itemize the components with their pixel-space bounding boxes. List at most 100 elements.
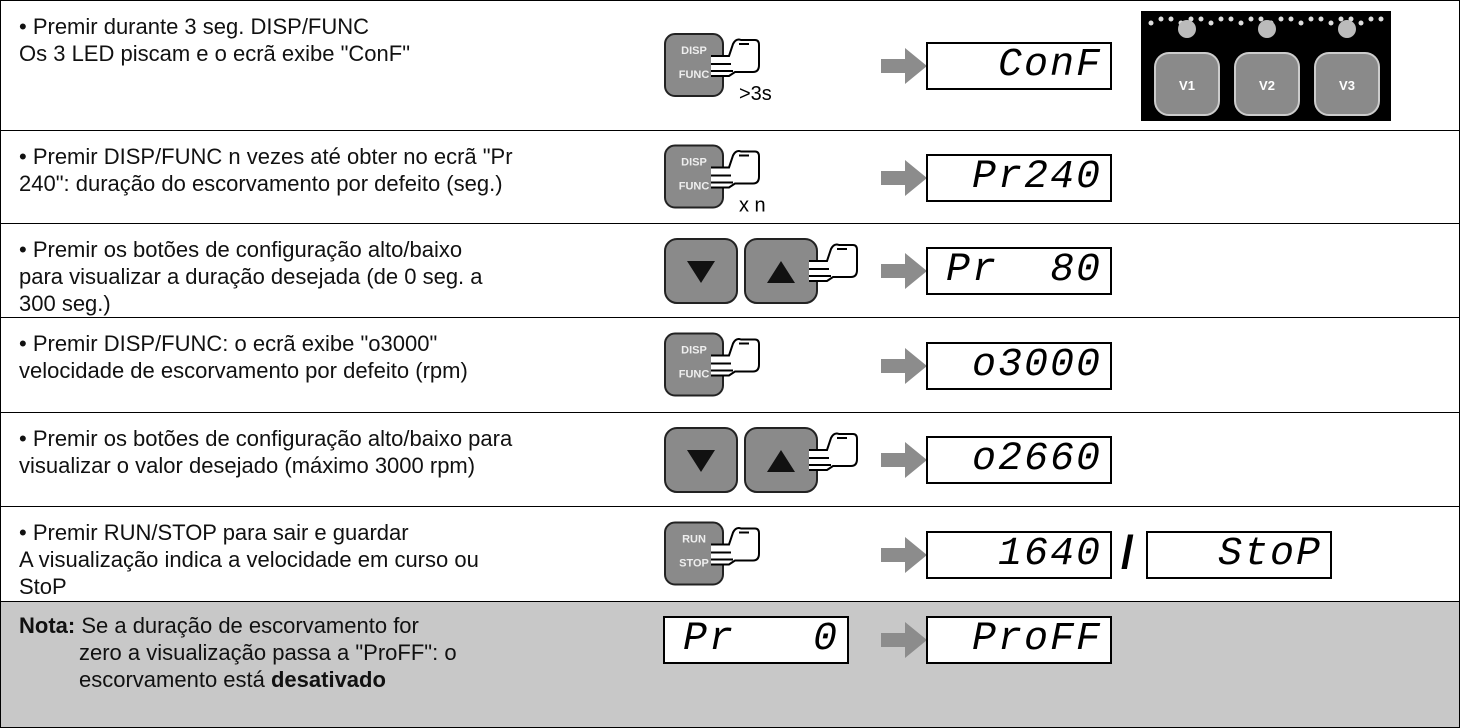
led-dot bbox=[1278, 16, 1284, 22]
led-button bbox=[1154, 52, 1220, 116]
display: o2660 bbox=[926, 436, 1112, 484]
led-dot bbox=[1218, 16, 1224, 22]
led-dot bbox=[1308, 16, 1314, 22]
arrow-shape bbox=[881, 442, 927, 478]
instruction-row: • Premir RUN/STOP para sair e guardar A v… bbox=[1, 507, 1459, 602]
led-label: V2 bbox=[1259, 78, 1275, 93]
button-label: RUN bbox=[682, 534, 706, 546]
display: 1640 bbox=[926, 530, 1112, 579]
text: escorvamento está bbox=[79, 667, 271, 692]
key-icon bbox=[664, 238, 858, 304]
led-dot bbox=[1318, 16, 1324, 22]
hand bbox=[711, 38, 760, 77]
button-label: FUNC bbox=[679, 181, 710, 193]
instruction-row: • Premir DISP/FUNC: o ecrã exibe "o3000"… bbox=[1, 318, 1459, 413]
note-row: Nota: Se a duração de escorvamento for ze… bbox=[1, 602, 1459, 727]
instruction-text: • Premir DISP/FUNC: o ecrã exibe "o3000"… bbox=[19, 330, 468, 384]
key-icon: DISP FUNC bbox=[664, 332, 760, 397]
led-dot bbox=[1208, 20, 1214, 26]
hand bbox=[711, 338, 760, 377]
led-label: V1 bbox=[1179, 78, 1195, 93]
arrow bbox=[881, 159, 927, 196]
led-dot bbox=[1148, 20, 1154, 26]
display: ProFF bbox=[926, 616, 1112, 664]
led-dot bbox=[1188, 16, 1194, 22]
button-label: STOP bbox=[679, 558, 709, 570]
text-line: Nota: Se a duração de escorvamento for bbox=[19, 612, 457, 639]
instruction-text: • Premir durante 3 seg. DISP/FUNC Os 3 LE… bbox=[19, 13, 410, 67]
led-dot bbox=[1168, 16, 1174, 22]
led-dot bbox=[1158, 16, 1164, 22]
led-dot bbox=[1378, 16, 1384, 22]
led-dot bbox=[1198, 16, 1204, 22]
note-label: Nota: bbox=[19, 613, 76, 638]
arrow-shape bbox=[881, 253, 927, 289]
led-dot bbox=[1358, 20, 1364, 26]
display: Pr 80 bbox=[926, 247, 1112, 295]
hand bbox=[711, 150, 760, 189]
led bbox=[1178, 20, 1196, 38]
key-icon: RUN STOP bbox=[664, 521, 760, 586]
text-line: • Premir os botões de configuração alto/… bbox=[19, 237, 463, 262]
led-label: V3 bbox=[1339, 78, 1355, 93]
instruction-row: • Premir os botões de configuração alto/… bbox=[1, 413, 1459, 507]
button-label: DISP bbox=[681, 345, 707, 357]
instruction-row: • Premir durante 3 seg. DISP/FUNC Os 3 LE… bbox=[1, 1, 1459, 131]
led-dot bbox=[1328, 20, 1334, 26]
display: Pr 0 bbox=[663, 616, 849, 664]
text-line: escorvamento está desativado bbox=[19, 666, 457, 693]
text-line: Os 3 LED piscam e o ecrã exibe "ConF" bbox=[19, 41, 411, 66]
text-line: para visualizar a duração desejada (de 0… bbox=[19, 264, 483, 289]
arrow-glyph bbox=[687, 450, 715, 472]
text-line: • Premir durante 3 seg. DISP/FUNC bbox=[19, 14, 370, 39]
instruction-text: • Premir RUN/STOP para sair e guardar A v… bbox=[19, 519, 479, 600]
led-button bbox=[1234, 52, 1300, 116]
text-line: • Premir RUN/STOP para sair e guardar bbox=[19, 520, 409, 545]
press-label: x n bbox=[739, 195, 766, 217]
arrow-shape bbox=[881, 536, 927, 573]
arrow-shape bbox=[881, 159, 927, 196]
led-dot bbox=[1298, 20, 1304, 26]
text-line: A visualização indica a velocidade em cu… bbox=[19, 547, 479, 572]
instruction-row: • Premir os botões de configuração alto/… bbox=[1, 224, 1459, 318]
arrow bbox=[881, 48, 927, 84]
text-line: • Premir DISP/FUNC: o ecrã exibe "o3000" bbox=[19, 331, 438, 356]
display: o3000 bbox=[926, 341, 1112, 390]
key-icon bbox=[664, 427, 858, 493]
separator: / bbox=[1121, 525, 1134, 578]
arrow bbox=[881, 442, 927, 478]
text-line: visualizar o valor desejado (máximo 3000… bbox=[19, 453, 476, 478]
arrow-shape bbox=[881, 622, 927, 658]
arrow-shape bbox=[881, 347, 927, 384]
display: ConF bbox=[926, 42, 1112, 90]
bold-text: desativado bbox=[270, 667, 386, 692]
led-dot bbox=[1338, 16, 1344, 22]
button-label: FUNC bbox=[679, 69, 710, 81]
key-icon: DISP FUNC x n bbox=[664, 144, 766, 217]
led bbox=[1338, 20, 1356, 38]
arrow-glyph bbox=[767, 261, 795, 283]
display: StoP bbox=[1146, 530, 1332, 579]
note-text: Nota: Se a duração de escorvamento for ze… bbox=[19, 612, 457, 693]
text: Se a duração de escorvamento for bbox=[75, 613, 419, 638]
instruction-text: • Premir os botões de configuração alto/… bbox=[19, 425, 512, 479]
hand bbox=[809, 243, 858, 282]
press-label: >3s bbox=[739, 83, 772, 105]
led-dot bbox=[1258, 16, 1264, 22]
button-label: DISP bbox=[681, 45, 707, 57]
text-line: zero a visualização passa a "ProFF": o bbox=[79, 640, 457, 665]
led-dot bbox=[1238, 20, 1244, 26]
led-dot bbox=[1248, 16, 1254, 22]
hand bbox=[711, 527, 760, 566]
arrow bbox=[881, 622, 927, 658]
led-panel: V1 V2 V3 bbox=[1141, 11, 1391, 121]
arrow-glyph bbox=[687, 261, 715, 283]
arrow-glyph bbox=[767, 450, 795, 472]
button-label: FUNC bbox=[679, 369, 710, 381]
led-dot bbox=[1288, 16, 1294, 22]
instruction-text: • Premir os botões de configuração alto/… bbox=[19, 236, 483, 317]
instruction-text: • Premir DISP/FUNC n vezes até obter no … bbox=[19, 143, 513, 197]
text-line: StoP bbox=[19, 574, 67, 599]
text-line: 300 seg.) bbox=[19, 291, 111, 316]
